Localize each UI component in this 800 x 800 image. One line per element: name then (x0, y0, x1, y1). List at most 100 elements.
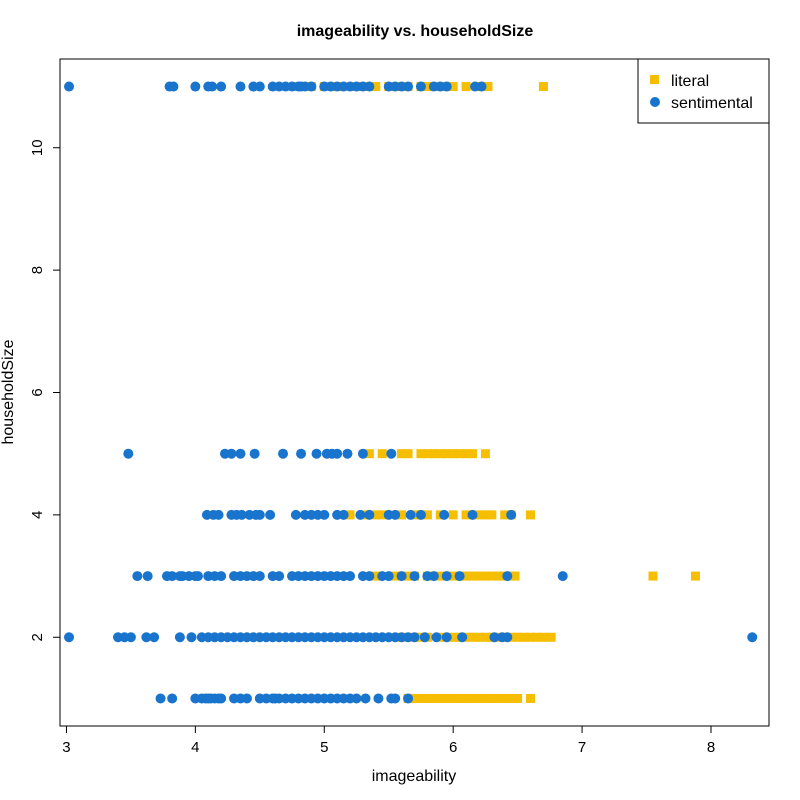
data-point-literal (377, 449, 387, 459)
data-point-sentimental (192, 571, 203, 582)
data-point-literal (532, 632, 542, 642)
y-tick-label: 6 (29, 388, 46, 396)
data-point-sentimental (174, 632, 185, 643)
data-point-sentimental (168, 81, 179, 92)
data-point-sentimental (167, 571, 178, 582)
data-point-literal (500, 510, 510, 520)
data-point-literal (442, 449, 452, 459)
data-point-sentimental (216, 571, 227, 582)
y-tick-label: 2 (29, 633, 46, 641)
data-point-sentimental (415, 81, 426, 92)
data-point-sentimental (747, 632, 758, 643)
data-point-sentimental (249, 448, 260, 459)
data-point-literal (474, 632, 484, 642)
data-point-sentimental (454, 571, 465, 582)
data-point-sentimental (216, 693, 227, 704)
data-point-sentimental (155, 693, 166, 704)
y-axis: 2 4 6 8 10 (29, 139, 61, 641)
data-point-sentimental (167, 693, 178, 704)
data-point-sentimental (441, 632, 452, 643)
data-point-literal (480, 571, 490, 581)
x-tick-label: 7 (578, 739, 586, 756)
data-point-literal (691, 571, 701, 581)
data-point-sentimental (311, 448, 322, 459)
data-point-sentimental (190, 81, 201, 92)
data-point-literal (468, 693, 478, 703)
x-tick-label: 4 (191, 739, 199, 756)
data-point-literal (546, 632, 556, 642)
data-point-literal (435, 693, 445, 703)
legend-label-literal: literal (671, 73, 709, 90)
data-point-sentimental (235, 448, 246, 459)
data-point-literal (429, 693, 439, 703)
data-point-sentimental (254, 81, 265, 92)
data-point-literal (538, 632, 548, 642)
data-point-literal (526, 632, 536, 642)
x-tick-label: 5 (320, 739, 328, 756)
legend-marker-sentimental (650, 97, 660, 107)
data-point-literal (468, 449, 478, 459)
data-point-sentimental (506, 509, 517, 520)
data-point-literal (448, 693, 458, 703)
data-point-sentimental (360, 693, 371, 704)
data-point-literal (416, 693, 426, 703)
data-point-sentimental (364, 509, 375, 520)
data-point-sentimental (441, 571, 452, 582)
data-point-sentimental (64, 81, 75, 92)
data-point-literal (493, 693, 503, 703)
plot-area-border (59, 58, 770, 727)
chart-title: imageability vs. householdSize (297, 23, 534, 40)
data-point-sentimental (439, 509, 450, 520)
data-point-literal (480, 510, 490, 520)
data-point-sentimental (254, 571, 265, 582)
data-point-literal (422, 449, 432, 459)
data-point-sentimental (405, 509, 416, 520)
data-point-sentimental (241, 693, 252, 704)
data-point-literal (474, 510, 484, 520)
data-point-sentimental (357, 448, 368, 459)
data-point-sentimental (441, 81, 452, 92)
data-point-literal (480, 693, 490, 703)
data-point-sentimental (502, 632, 513, 643)
data-point-literal (461, 449, 471, 459)
data-point-sentimental (290, 509, 301, 520)
y-tick-label: 4 (29, 511, 46, 519)
y-tick-label: 10 (29, 139, 46, 156)
data-point-literal (429, 449, 439, 459)
data-point-literal (422, 82, 432, 92)
data-point-sentimental (390, 509, 401, 520)
data-point-sentimental (403, 693, 414, 704)
data-point-literal (461, 571, 471, 581)
legend-marker-literal (650, 75, 659, 84)
data-point-literal (519, 632, 529, 642)
series-literal (293, 82, 701, 703)
data-point-sentimental (149, 632, 160, 643)
data-point-sentimental (274, 571, 285, 582)
data-point-literal (403, 571, 413, 581)
data-point-sentimental (64, 632, 75, 643)
data-point-literal (448, 632, 458, 642)
data-point-sentimental (141, 632, 152, 643)
data-point-literal (513, 693, 523, 703)
data-point-sentimental (390, 693, 401, 704)
data-point-literal (510, 571, 520, 581)
data-point-literal (397, 449, 407, 459)
data-point-sentimental (319, 509, 330, 520)
data-point-sentimental (132, 571, 143, 582)
data-point-literal (480, 449, 490, 459)
data-point-literal (483, 82, 493, 92)
data-point-literal (480, 632, 490, 642)
data-point-literal (506, 693, 516, 703)
data-point-literal (345, 510, 355, 520)
data-point-sentimental (467, 509, 478, 520)
data-point-literal (513, 632, 523, 642)
data-point-sentimental (428, 571, 439, 582)
data-point-sentimental (364, 571, 375, 582)
data-point-literal (390, 571, 400, 581)
data-point-literal (364, 449, 374, 459)
data-point-literal (474, 693, 484, 703)
legend-label-sentimental: sentimental (671, 95, 753, 112)
data-point-sentimental (123, 448, 134, 459)
data-point-sentimental (338, 509, 349, 520)
